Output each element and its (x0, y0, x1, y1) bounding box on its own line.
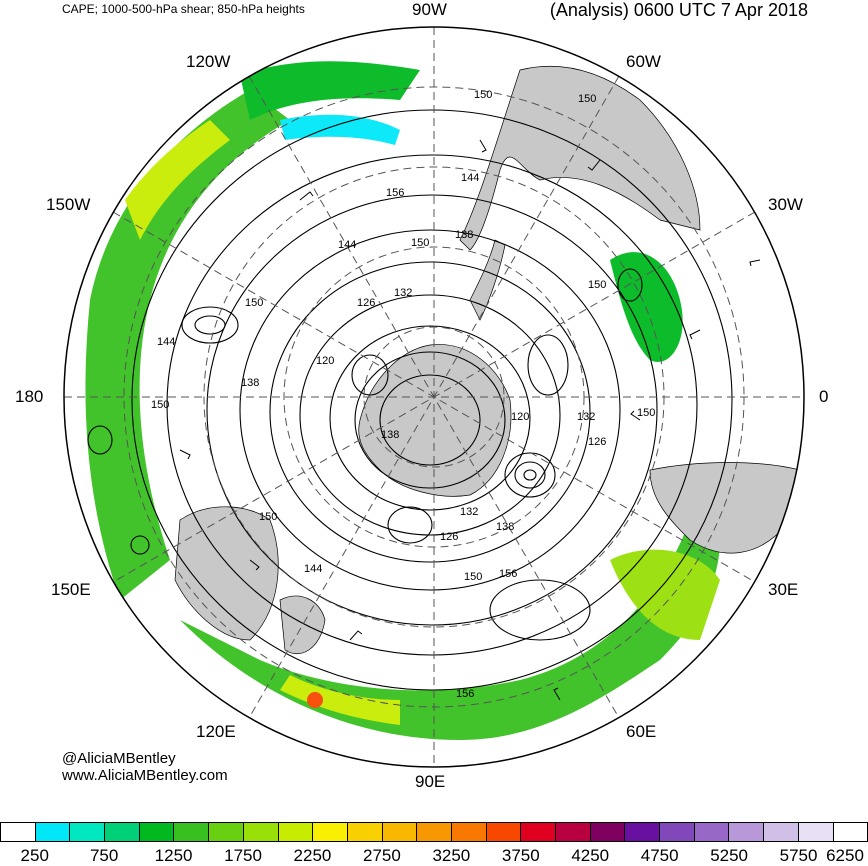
lon-label-0: 0 (819, 387, 828, 407)
contour-label: 138 (455, 229, 473, 241)
colorbar-swatch (625, 822, 660, 842)
contour-label: 144 (304, 563, 322, 575)
colorbar-label: 750 (90, 846, 118, 866)
contour-label: 132 (460, 506, 478, 518)
cape-peak-spot (307, 692, 323, 708)
colorbar-swatch (764, 822, 799, 842)
colorbar-swatch (417, 822, 452, 842)
contour-label: 150 (245, 297, 263, 309)
colorbar-label: 250 (21, 846, 49, 866)
colorbar-label: 6250 (826, 846, 864, 866)
colorbar-swatch (452, 822, 487, 842)
colorbar-label: 3750 (502, 846, 540, 866)
colorbar-swatch (279, 822, 314, 842)
colorbar-label: 4750 (641, 846, 679, 866)
contour-label: 132 (394, 287, 412, 299)
colorbar-swatch (36, 822, 71, 842)
colorbar-label: 1750 (224, 846, 262, 866)
contour-label: 156 (499, 568, 517, 580)
cape-colorbar (0, 822, 868, 844)
credit-handle: @AliciaMBentley (62, 750, 176, 767)
lon-label-120e: 120E (196, 722, 236, 742)
colorbar-swatch (729, 822, 764, 842)
contour-label: 120 (511, 411, 529, 423)
lon-label-150e: 150E (51, 580, 91, 600)
contour-label: 132 (577, 411, 595, 423)
colorbar-swatch (834, 822, 868, 842)
contour-label: 144 (157, 336, 175, 348)
credit-site: www.AliciaMBentley.com (62, 767, 228, 784)
contour-label: 126 (588, 436, 606, 448)
colorbar-swatch (209, 822, 244, 842)
colorbar-label: 4250 (571, 846, 609, 866)
colorbar-swatch (556, 822, 591, 842)
contour-label: 144 (338, 239, 356, 251)
contour-label: 138 (381, 429, 399, 441)
colorbar-swatch (695, 822, 730, 842)
colorbar-swatch (313, 822, 348, 842)
lon-label-180: 180 (15, 387, 43, 407)
colorbar-swatch (105, 822, 140, 842)
colorbar-swatch (140, 822, 175, 842)
lon-label-60e: 60E (626, 722, 656, 742)
colorbar-label: 3250 (432, 846, 470, 866)
contour-label: 156 (456, 688, 474, 700)
contour-label: 126 (440, 531, 458, 543)
colorbar-swatch (660, 822, 695, 842)
contour-label: 150 (588, 279, 606, 291)
lon-label-60w: 60W (626, 52, 661, 72)
colorbar-swatch (591, 822, 626, 842)
colorbar-label: 2250 (294, 846, 332, 866)
colorbar-label: 2750 (363, 846, 401, 866)
contour-label: 150 (474, 89, 492, 101)
lon-label-30w: 30W (768, 195, 803, 215)
contour-label: 150 (259, 511, 277, 523)
colorbar-labels: 250 750 1250 1750 2250 2750 3250 3750 4250 4750 52… (0, 846, 868, 866)
polar-map: 150 150 156 144 144 150 138 126 132 150 … (0, 0, 868, 820)
colorbar-swatch (70, 822, 105, 842)
colorbar-label: 5250 (710, 846, 748, 866)
colorbar-swatch (799, 822, 834, 842)
colorbar-swatch (487, 822, 522, 842)
colorbar-swatch (0, 822, 36, 842)
lon-label-90e: 90E (415, 772, 445, 792)
colorbar-swatch (348, 822, 383, 842)
colorbar-label: 5750 (780, 846, 818, 866)
lon-label-30e: 30E (768, 580, 798, 600)
colorbar-label: 1250 (155, 846, 193, 866)
colorbar-swatch (174, 822, 209, 842)
contour-label: 150 (637, 407, 655, 419)
contour-label: 120 (316, 355, 334, 367)
contour-label: 150 (578, 93, 596, 105)
contour-label: 156 (386, 187, 404, 199)
lon-label-120w: 120W (186, 52, 230, 72)
colorbar-swatch (244, 822, 279, 842)
contour-label: 150 (411, 237, 429, 249)
colorbar-swatch (383, 822, 418, 842)
contour-label: 138 (241, 377, 259, 389)
contour-label: 138 (496, 521, 514, 533)
contour-label: 150 (151, 399, 169, 411)
contour-label: 150 (464, 571, 482, 583)
lon-label-150w: 150W (46, 195, 90, 215)
contour-label: 126 (357, 297, 375, 309)
contour-label: 144 (461, 172, 479, 184)
colorbar-swatch (521, 822, 556, 842)
lon-label-90w: 90W (412, 0, 447, 20)
